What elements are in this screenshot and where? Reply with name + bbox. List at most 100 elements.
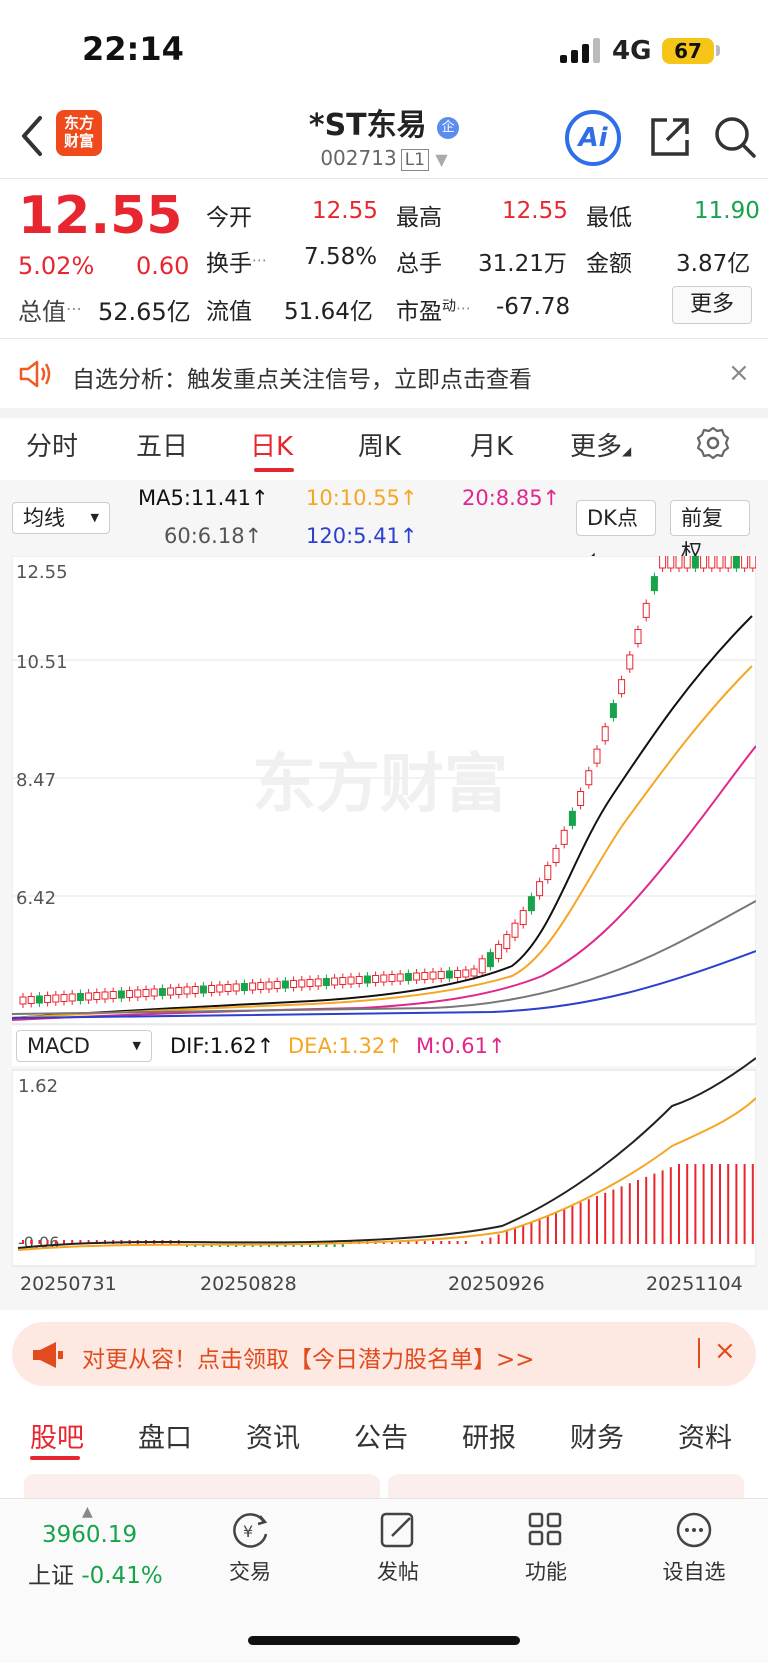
back-icon[interactable] bbox=[18, 112, 48, 160]
price-tick: 12.55 bbox=[16, 562, 68, 583]
tab-guba[interactable]: 股吧 bbox=[30, 1423, 84, 1454]
home-indicator[interactable] bbox=[248, 1636, 520, 1645]
gear-icon[interactable] bbox=[696, 426, 730, 460]
more-button[interactable]: 更多 bbox=[672, 286, 752, 324]
candle-body bbox=[519, 910, 527, 926]
candle-body bbox=[306, 979, 314, 987]
macd-selector[interactable]: MACD ▼ bbox=[16, 1030, 152, 1062]
post-card[interactable] bbox=[388, 1474, 744, 1498]
dk-point-button[interactable]: DK点◢ bbox=[576, 500, 656, 562]
date-tick: 20250926 bbox=[448, 1273, 545, 1295]
tab-more[interactable]: 更多◢ bbox=[570, 426, 631, 463]
tab-five-day[interactable]: 五日 bbox=[136, 432, 189, 462]
dif-line bbox=[17, 1057, 756, 1249]
tab-intraday[interactable]: 分时 bbox=[26, 432, 79, 462]
nav-add-watchlist[interactable]: 设自选 bbox=[644, 1510, 744, 1586]
tab-finance[interactable]: 财务 bbox=[570, 1423, 624, 1454]
candle-body bbox=[708, 556, 716, 569]
level-badge: L1 bbox=[400, 149, 429, 171]
macd-bar bbox=[464, 1241, 467, 1244]
macd-bar bbox=[538, 1218, 541, 1244]
tab-active-indicator bbox=[254, 468, 294, 472]
candle-body bbox=[659, 556, 667, 569]
candle-body bbox=[486, 952, 494, 968]
close-icon[interactable]: × bbox=[714, 1336, 736, 1366]
macd-bar bbox=[448, 1241, 451, 1244]
search-icon[interactable] bbox=[712, 112, 758, 162]
candle-body bbox=[35, 995, 43, 1004]
candle-body bbox=[650, 576, 658, 592]
pe-value: -67.78 bbox=[496, 294, 571, 320]
macd-bar bbox=[653, 1173, 656, 1244]
candle-body bbox=[724, 556, 732, 569]
tab-monthly-k[interactable]: 月K bbox=[470, 432, 514, 462]
candle-body bbox=[232, 983, 240, 992]
caret-up-icon[interactable]: ▲ bbox=[82, 1504, 93, 1520]
nav-functions[interactable]: 功能 bbox=[496, 1510, 596, 1586]
nav-trade-label: 交易 bbox=[229, 1560, 271, 1584]
tab-daily-k[interactable]: 日K bbox=[250, 432, 294, 462]
tab-news[interactable]: 资讯 bbox=[246, 1423, 300, 1454]
index-value[interactable]: 3960.19 bbox=[42, 1522, 138, 1548]
adjust-button[interactable]: 前复权 bbox=[670, 500, 750, 564]
candle-body bbox=[388, 974, 396, 982]
pe-superscript: 动 bbox=[442, 298, 456, 315]
macd-bar bbox=[587, 1199, 590, 1244]
nav-post[interactable]: 发帖 bbox=[348, 1510, 448, 1586]
macd-bar bbox=[71, 1240, 74, 1244]
pe-label[interactable]: 市盈动⋯ bbox=[396, 292, 471, 326]
candle-body bbox=[642, 602, 650, 618]
turnover-label[interactable]: 换手⋯ bbox=[206, 244, 267, 278]
tab-announcements[interactable]: 公告 bbox=[354, 1423, 408, 1454]
macd-bar bbox=[571, 1205, 574, 1244]
macd-bar bbox=[432, 1241, 434, 1244]
candle-body bbox=[175, 987, 183, 995]
nav-trade[interactable]: ¥ 交易 bbox=[200, 1510, 300, 1586]
candle-body bbox=[495, 943, 503, 959]
candle-body bbox=[347, 976, 355, 985]
tab-profile[interactable]: 资料 bbox=[678, 1423, 732, 1454]
ma-selector[interactable]: 均线 ▼ bbox=[12, 502, 110, 534]
candle-body bbox=[585, 770, 593, 786]
promo-banner[interactable] bbox=[12, 1322, 756, 1386]
macd-bar bbox=[505, 1231, 508, 1244]
tab-pankou[interactable]: 盘口 bbox=[138, 1423, 192, 1454]
dif-label: DIF:1.62↑ bbox=[170, 1034, 275, 1058]
candle-body bbox=[93, 992, 101, 1000]
candle-body bbox=[544, 865, 552, 881]
nav-functions-label: 功能 bbox=[525, 1560, 567, 1584]
candle-body bbox=[134, 989, 142, 998]
app-logo[interactable]: 东方 财富 bbox=[56, 110, 102, 156]
ai-button[interactable]: Ai bbox=[565, 110, 621, 166]
candle-body bbox=[593, 748, 601, 764]
post-card[interactable] bbox=[24, 1474, 380, 1498]
low-label: 最低 bbox=[586, 205, 632, 231]
macd-bar bbox=[522, 1224, 525, 1244]
macd-panel bbox=[12, 1069, 756, 1267]
stock-title[interactable]: *ST东易 企 bbox=[0, 100, 768, 144]
tab-weekly-k[interactable]: 周K bbox=[358, 432, 402, 462]
candle-body bbox=[208, 985, 216, 993]
macd-bar bbox=[604, 1192, 607, 1244]
stock-code-row[interactable]: 002713 L1 ▼ bbox=[0, 146, 768, 171]
candle-body bbox=[470, 968, 478, 977]
caret-icon: ◢ bbox=[622, 444, 632, 458]
macd-bar bbox=[694, 1164, 697, 1244]
tab-research[interactable]: 研报 bbox=[462, 1423, 516, 1454]
price-panel bbox=[12, 556, 756, 1025]
total-mv-label[interactable]: 总值⋯ bbox=[18, 292, 82, 327]
close-icon[interactable]: × bbox=[728, 358, 750, 388]
macd-selector-label: MACD bbox=[27, 1034, 90, 1058]
ma5-label: MA5:11.41↑ bbox=[138, 486, 269, 510]
candle-body bbox=[117, 990, 125, 999]
turnover-label-text: 换手 bbox=[206, 251, 252, 277]
open-value: 12.55 bbox=[312, 198, 378, 224]
candle-body bbox=[577, 790, 585, 806]
candle-body bbox=[216, 984, 224, 993]
candle-body bbox=[249, 982, 257, 991]
candle-body bbox=[240, 983, 248, 991]
candle-body bbox=[150, 988, 158, 997]
share-icon[interactable] bbox=[645, 112, 695, 162]
index-row[interactable]: 上证 -0.41% bbox=[28, 1556, 163, 1590]
candle-body bbox=[109, 991, 117, 999]
